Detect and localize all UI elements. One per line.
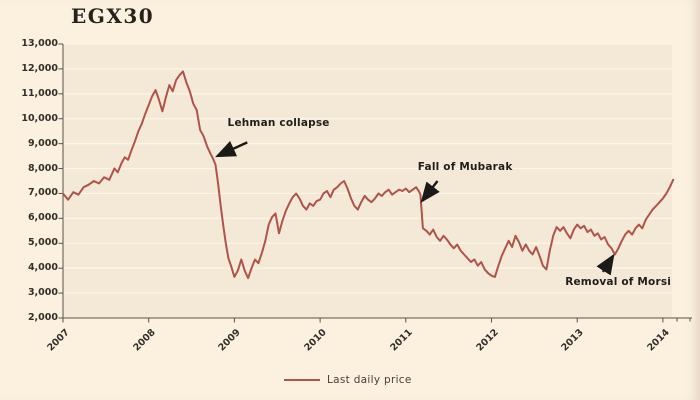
price-line <box>62 70 675 280</box>
annotation-arrow <box>215 140 248 158</box>
plot-area <box>63 44 672 318</box>
legend-label: Last daily price <box>327 373 412 386</box>
y-tick-label: 12,000 <box>21 62 58 74</box>
y-tick-label: 4,000 <box>27 262 58 274</box>
y-tick-label: 3,000 <box>27 287 58 299</box>
legend: Last daily price <box>284 372 412 387</box>
y-tick-label: 7,000 <box>27 187 58 199</box>
y-tick-label: 10,000 <box>21 112 58 124</box>
annotation-arrow <box>420 180 440 203</box>
chart-title: EGX30 <box>71 4 155 28</box>
annotation-arrow <box>596 253 615 276</box>
y-tick-label: 2,000 <box>27 312 58 323</box>
y-tick-label: 8,000 <box>27 162 58 174</box>
y-tick-label: 13,000 <box>21 38 58 49</box>
annotation-label: Fall of Mubarak <box>417 161 513 174</box>
y-tick-label: 9,000 <box>27 137 58 149</box>
annotation-label: Removal of Morsi <box>565 275 672 288</box>
legend-line-swatch <box>284 378 320 381</box>
y-tick-label: 11,000 <box>21 87 58 99</box>
annotation-label: Lehman collapse <box>227 117 330 130</box>
y-tick-label: 6,000 <box>27 212 58 224</box>
y-tick-label: 5,000 <box>27 237 58 249</box>
